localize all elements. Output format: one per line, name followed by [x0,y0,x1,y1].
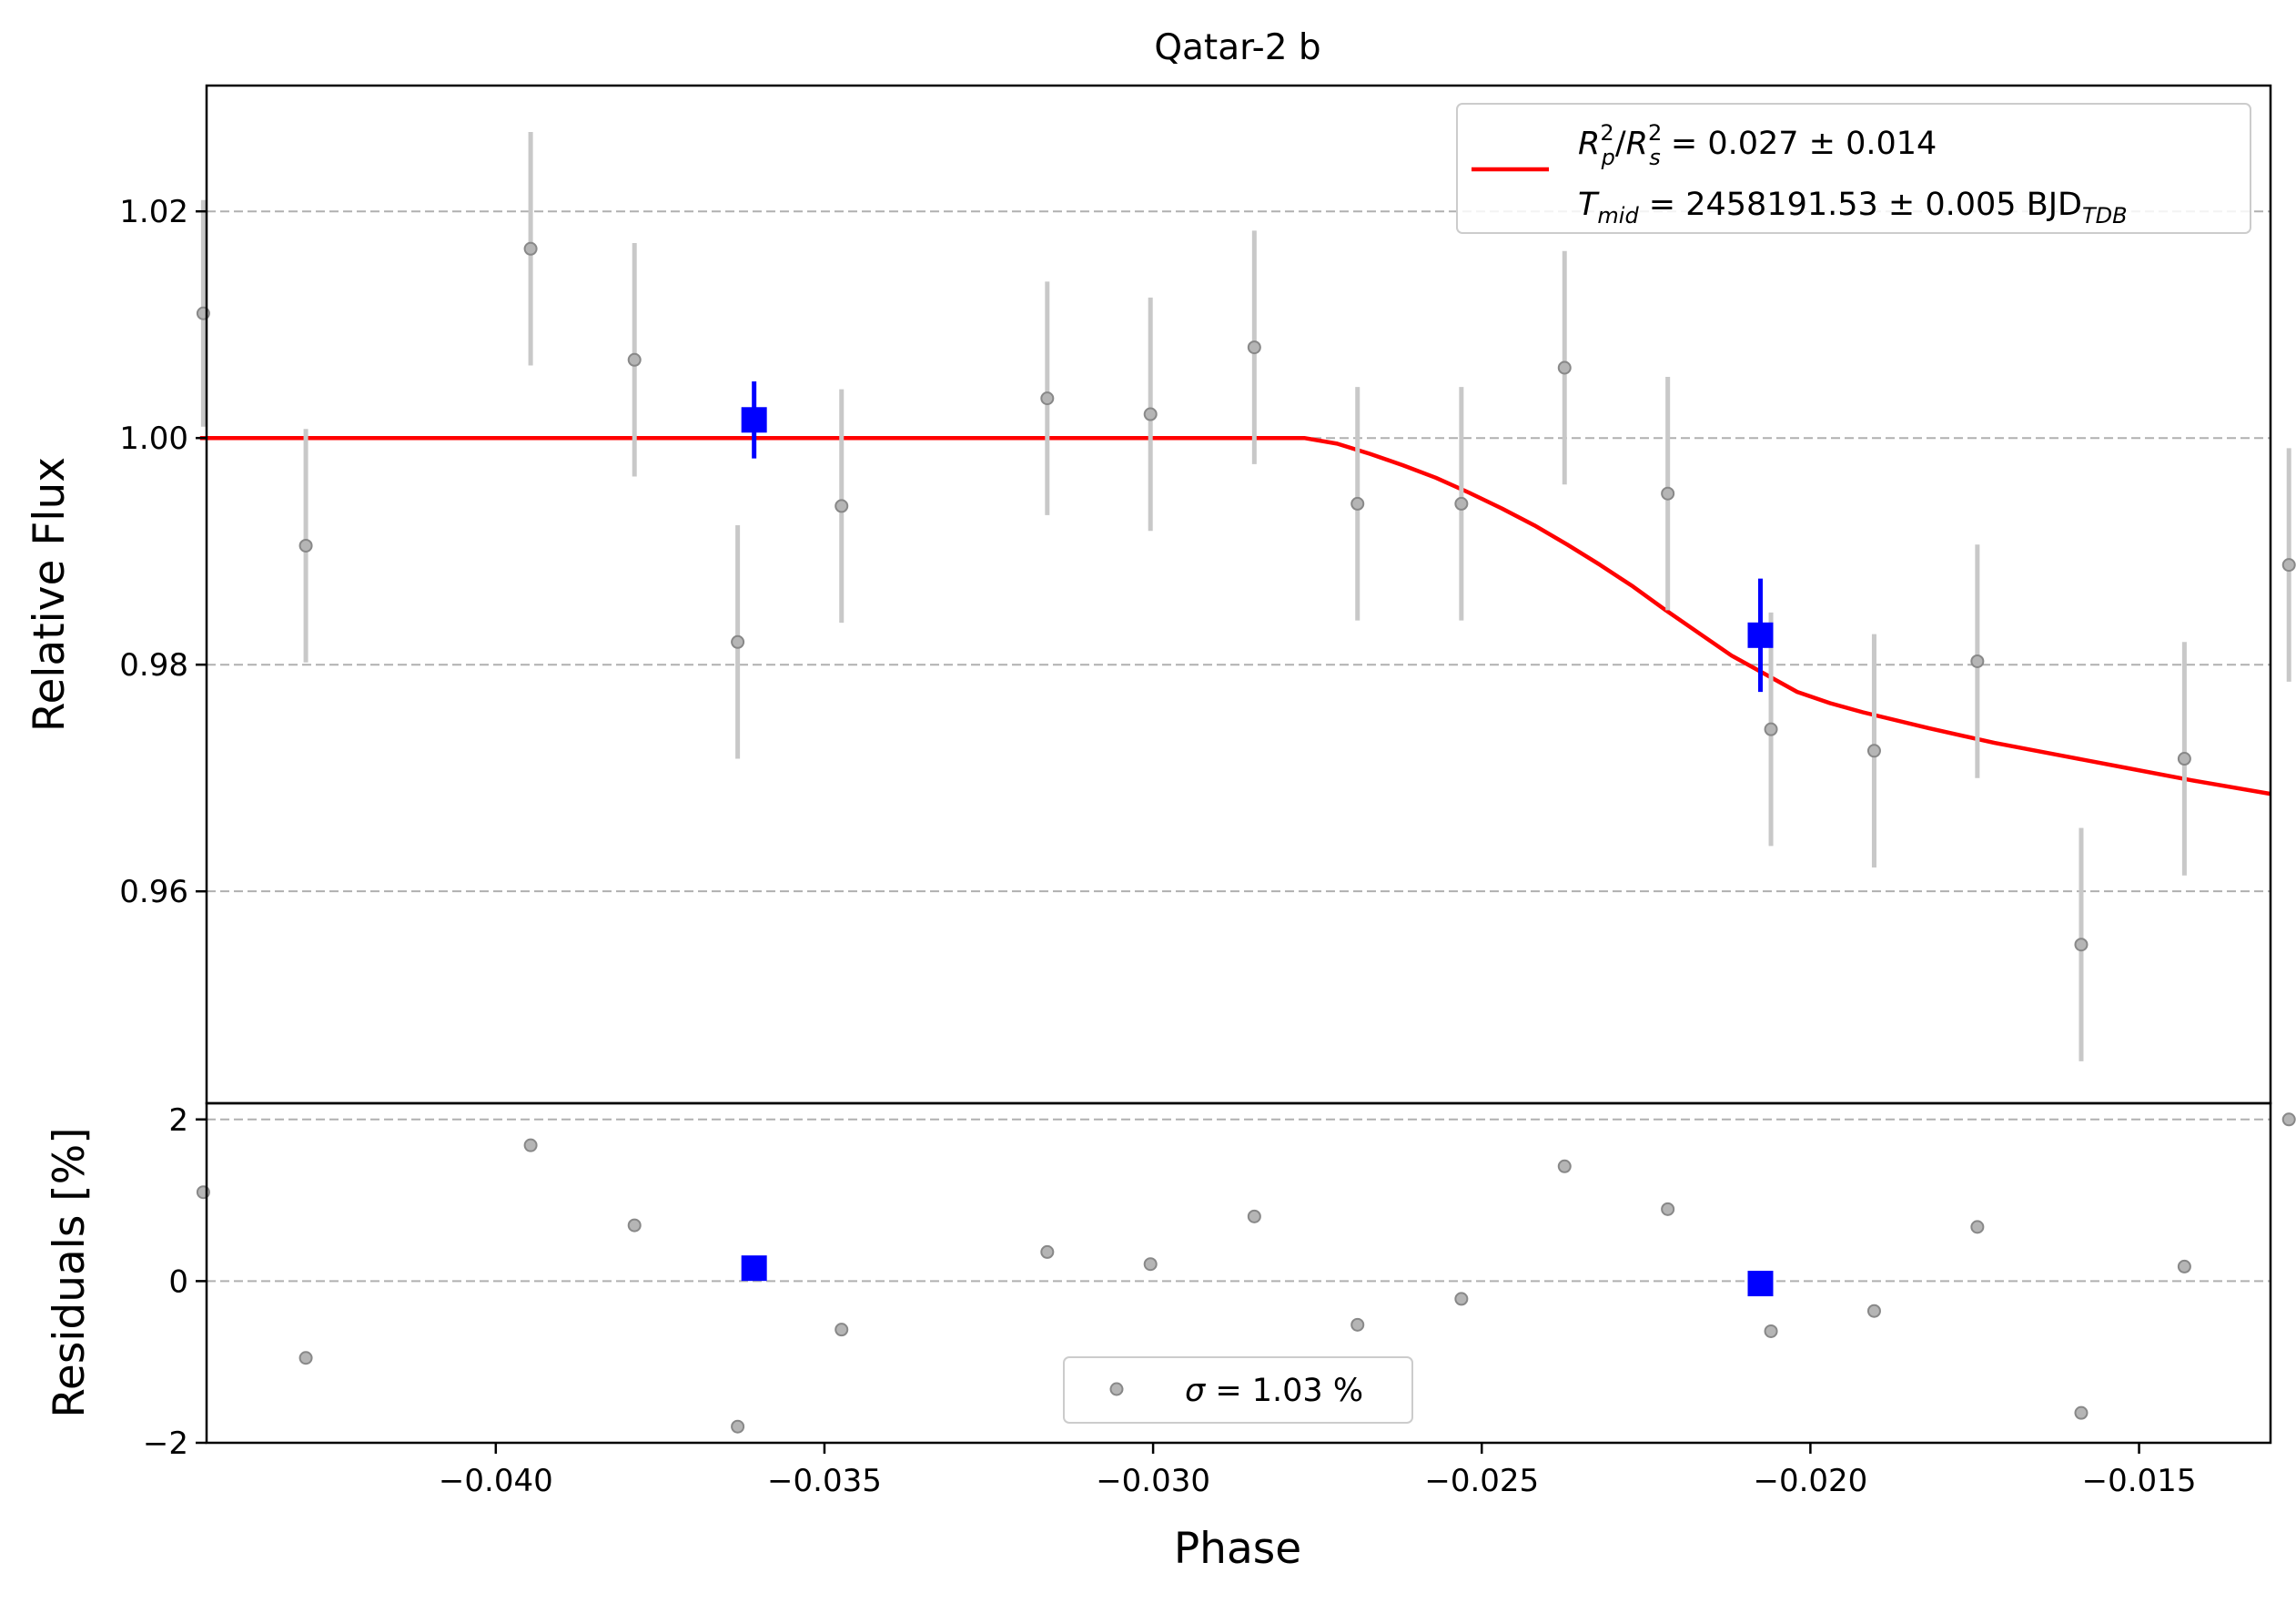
data-point-3 [627,352,642,367]
data-point-4 [731,634,745,649]
top-y-tick-label-1: 0.98 [119,647,188,684]
residual-point-11 [1557,1159,1572,1173]
data-point-5 [834,499,849,513]
legend-sigma-label: σ = 1.03 % [1185,1373,1363,1409]
bottom-panel-frame [205,1101,2272,1445]
residual-point-10 [1454,1292,1469,1306]
binned-point-1 [1747,622,1774,648]
binned-residual-0 [741,1255,767,1282]
residual-point-15 [1970,1220,1985,1234]
residual-point-16 [2074,1405,2089,1420]
x-tick-label-2: −0.030 [1096,1463,1210,1499]
bottom-residual-points [196,1112,2296,1434]
residual-point-8 [1247,1209,1261,1223]
data-point-11 [1557,360,1572,375]
x-tick-label-4: −0.020 [1753,1463,1867,1499]
top-y-tick-label-0: 0.96 [119,874,188,910]
bottom-axis-ticks: −2 0 2 [143,1102,207,1462]
data-point-18 [2281,558,2296,573]
data-point-14 [1866,744,1881,758]
residual-point-17 [2177,1259,2191,1273]
legend-midtime-label: Tmid = 2458191.53 ± 0.005 BJDTDB [1578,187,2128,228]
bottom-legend: σ = 1.03 % [1063,1356,1413,1424]
residual-point-2 [523,1138,538,1152]
data-point-13 [1764,722,1778,736]
data-point-9 [1350,496,1365,511]
data-point-2 [523,241,538,256]
residual-point-6 [1040,1244,1055,1259]
bottom-binned-residuals [741,1255,1774,1297]
residual-point-7 [1143,1257,1158,1272]
data-point-7 [1143,407,1158,421]
x-axis-label: Phase [1174,1524,1301,1574]
bottom-grid-lines [207,1118,2271,1283]
residual-point-18 [2281,1112,2296,1127]
top-axis-ticks: 0.96 0.98 1.00 1.02 [119,194,207,910]
residual-point-1 [298,1351,313,1365]
data-point-12 [1661,486,1675,501]
residual-point-13 [1764,1324,1778,1338]
bottom-y-axis-label: Residuals [%] [45,1127,95,1417]
x-tick-label-3: −0.025 [1424,1463,1539,1499]
residual-point-3 [627,1218,642,1233]
x-tick-label-0: −0.040 [439,1463,553,1499]
data-point-6 [1040,391,1055,406]
data-point-16 [2074,938,2089,952]
top-y-axis-label: Relative Flux [25,457,75,732]
binned-residual-1 [1747,1271,1774,1297]
legend-residual-marker [1109,1382,1124,1396]
top-data-points [196,132,2296,1061]
residual-point-4 [731,1419,745,1434]
top-y-tick-label-3: 1.02 [119,194,188,230]
chart-title: Qatar-2 b [1154,27,1320,68]
data-point-17 [2177,752,2191,766]
residual-point-14 [1866,1304,1881,1318]
bottom-y-tick-label-0: −2 [143,1425,188,1462]
bottom-y-tick-label-1: 0 [168,1263,188,1300]
top-y-tick-label-2: 1.00 [119,421,188,457]
binned-point-0 [741,407,767,433]
x-tick-label-5: −0.015 [2082,1463,2197,1499]
legend-radius-ratio-label: R2 p/R2 s = 0.027 ± 0.014 [1578,120,1937,170]
data-point-15 [1970,654,1985,668]
top-legend: R2 p/R2 s = 0.027 ± 0.014 Tmid = 2458191.5… [1456,103,2251,234]
top-binned-points [741,380,1774,693]
bottom-y-tick-label-2: 2 [168,1102,188,1139]
data-point-10 [1454,496,1469,511]
data-point-8 [1247,340,1261,355]
x-axis-ticks: −0.040 −0.035 −0.030 −0.025 −0.020 −0.015 [439,1443,2197,1499]
data-point-1 [298,538,313,553]
residual-point-5 [834,1323,849,1337]
residual-point-9 [1350,1317,1365,1332]
bottom-legend-box [1063,1356,1413,1424]
residual-point-12 [1661,1202,1675,1216]
x-tick-label-1: −0.035 [767,1463,882,1499]
top-legend-box [1456,103,2251,234]
